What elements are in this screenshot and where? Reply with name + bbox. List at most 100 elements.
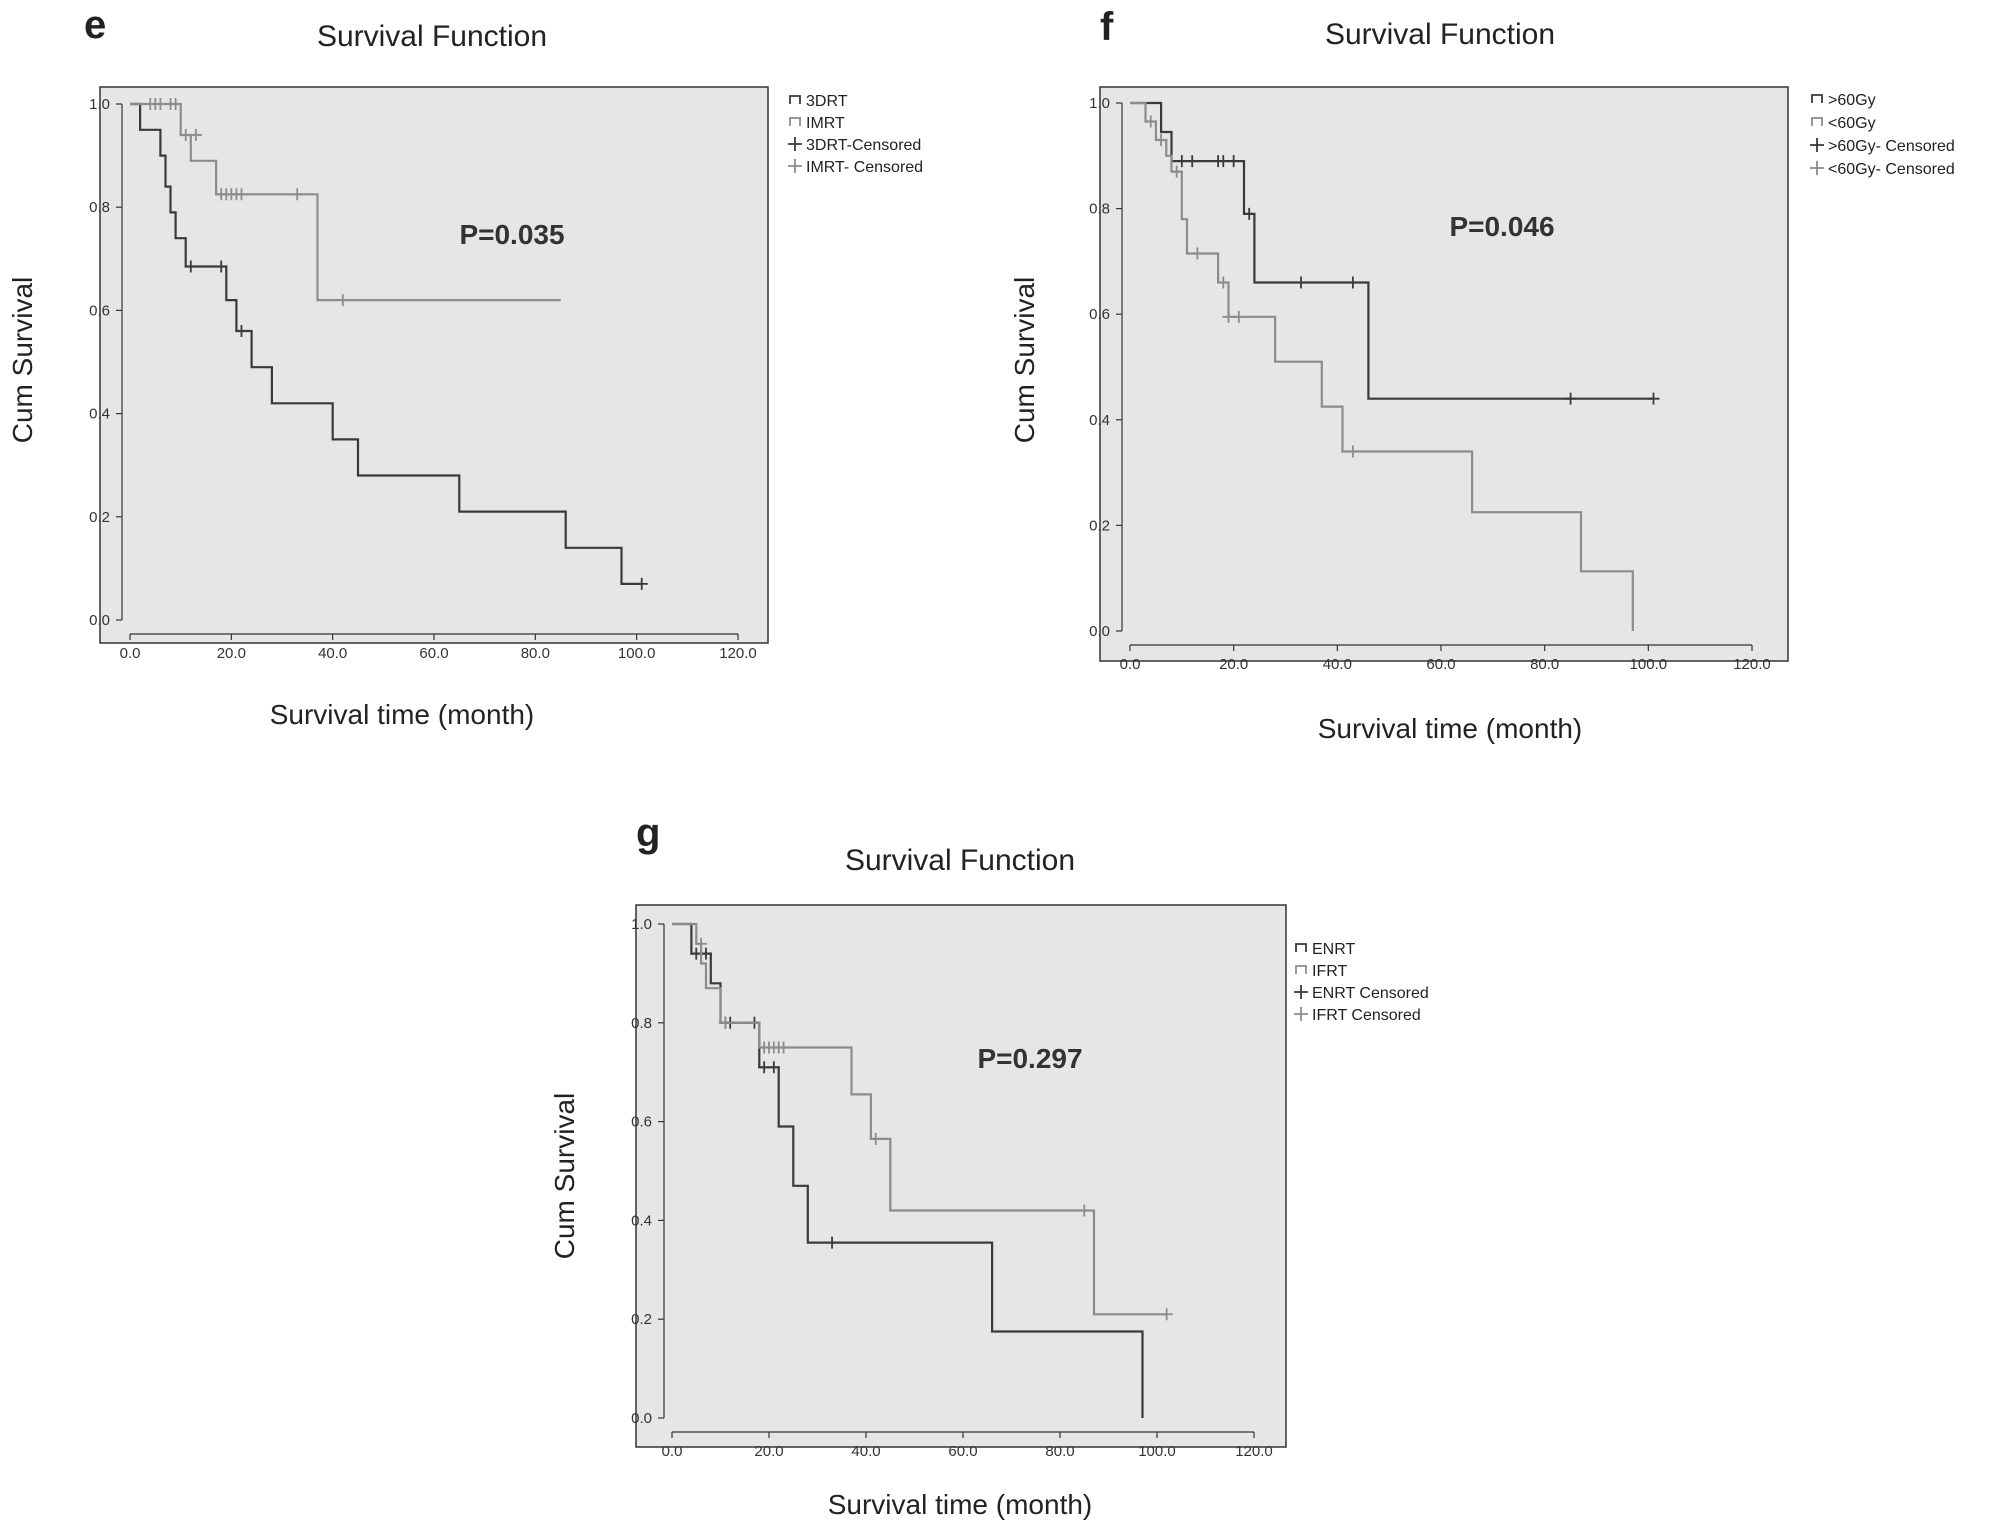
panel-f-plot-area <box>1099 86 1789 662</box>
censor-mark <box>1647 392 1660 405</box>
y-tick-label: 1.0 <box>631 916 652 933</box>
censor-mark <box>336 294 349 307</box>
censor-mark <box>1078 1204 1091 1217</box>
x-tick-label: 80.0 <box>521 645 550 662</box>
censor-mark <box>1295 276 1308 289</box>
legend-label: ENRT Censored <box>1312 985 1429 1002</box>
x-tick-label: 0.0 <box>120 645 141 662</box>
y-tick-label: 0.8 <box>1089 201 1110 218</box>
panel-f-legend: >60Gy <60Gy >60Gy- Censored <60Gy- Censored <box>1810 92 1955 178</box>
legend-line-swatch <box>1811 94 1823 103</box>
censor-mark <box>235 325 248 338</box>
x-tick-label: 100.0 <box>618 645 656 662</box>
y-tick-label: 0.8 <box>631 1015 652 1032</box>
panel-e-plot-area <box>99 86 769 644</box>
censor-mark <box>719 1016 732 1029</box>
panel-e-title: Survival Function <box>317 20 547 53</box>
censor-mark <box>1144 115 1157 128</box>
censor-mark <box>1175 155 1188 168</box>
legend-label: IMRT- Censored <box>806 159 923 176</box>
panel-e-y-axis-label: Cum Survival <box>7 277 38 443</box>
x-tick-label: 120.0 <box>1733 656 1771 673</box>
legend-line-swatch <box>1295 965 1307 974</box>
censor-mark <box>777 1041 790 1054</box>
panel-g-p-value: P=0.297 <box>977 1043 1082 1074</box>
panel-f-ticks: 0.0 0.2 0.4 0.6 0.8 1.0 0.0 20.0 40.0 60.0 80.0 100… <box>1089 95 1771 673</box>
x-tick-label: 80.0 <box>1045 1443 1074 1460</box>
legend-label: IFRT Censored <box>1312 1007 1421 1024</box>
censor-mark <box>215 260 228 273</box>
y-tick-label: 0.4 <box>1089 412 1110 429</box>
panel-f-series <box>1130 101 1660 631</box>
y-tick-label: 0.2 <box>1089 517 1110 534</box>
panel-f-p-value: P=0.046 <box>1449 211 1554 242</box>
y-tick-label: 0.8 <box>89 199 110 216</box>
x-tick-label: 60.0 <box>948 1443 977 1460</box>
censor-mark <box>1232 310 1245 323</box>
y-tick-label: 0.6 <box>631 1114 652 1131</box>
x-tick-label: 40.0 <box>851 1443 880 1460</box>
legend-label: >60Gy <box>1828 92 1876 109</box>
y-tick-label: 1.0 <box>1089 95 1110 112</box>
censor-mark <box>184 260 197 273</box>
y-tick-label: 0.2 <box>89 509 110 526</box>
censor-mark <box>1217 155 1230 168</box>
censor-mark <box>1346 445 1359 458</box>
km-curve-imrt <box>130 102 561 302</box>
y-tick-label: 0.6 <box>89 302 110 319</box>
x-tick-label: 120.0 <box>1235 1443 1273 1460</box>
legend-line-swatch <box>789 117 801 126</box>
censor-mark <box>1170 165 1183 178</box>
censor-mark <box>1160 1308 1173 1321</box>
censor-mark <box>235 188 248 201</box>
panel-f-y-axis-label: Cum Survival <box>1009 277 1040 443</box>
panel-f-title: Survival Function <box>1325 18 1555 51</box>
y-tick-label: 0.2 <box>631 1311 652 1328</box>
x-tick-label: 80.0 <box>1530 656 1559 673</box>
censor-mark <box>1217 276 1230 289</box>
panel-e: e Survival Function 0.00.20.40.60.81.00.… <box>7 3 923 730</box>
panel-e-legend: 3DRT IMRT 3DRT-Censored IMRT- Censored <box>788 93 923 176</box>
panel-g-title: Survival Function <box>845 844 1075 877</box>
censor-mark <box>179 128 192 141</box>
censor-mark <box>869 1132 882 1145</box>
x-tick-label: 0.0 <box>1120 656 1141 673</box>
y-tick-label: 0.4 <box>89 406 110 423</box>
censor-mark <box>1191 247 1204 260</box>
panel-g-plot-area <box>635 904 1287 1448</box>
panel-f-x-axis-label: Survival time (month) <box>1318 713 1583 744</box>
legend-censor-swatch <box>1810 161 1824 175</box>
legend-label: >60Gy- Censored <box>1828 138 1955 155</box>
x-tick-label: 60.0 <box>1426 656 1455 673</box>
legend-label: 3DRT-Censored <box>806 137 921 154</box>
y-tick-label: 0.0 <box>89 612 110 629</box>
x-tick-label: 20.0 <box>1219 656 1248 673</box>
censor-mark <box>695 937 708 950</box>
x-tick-label: 40.0 <box>1323 656 1352 673</box>
x-tick-label: 60.0 <box>419 645 448 662</box>
legend-line-swatch <box>1295 943 1307 952</box>
panel-g-ticks: 0.0 0.2 0.4 0.6 0.8 1.0 0.0 20.0 40.0 60.0 80.0 100… <box>631 916 1273 1460</box>
legend-label: ENRT <box>1312 941 1355 958</box>
panel-g-y-axis-label: Cum Survival <box>549 1093 580 1259</box>
censor-mark <box>1227 155 1240 168</box>
censor-mark <box>189 128 202 141</box>
km-curve-3drt <box>130 102 642 586</box>
censor-mark <box>154 98 167 110</box>
legend-censor-swatch <box>788 137 802 151</box>
y-tick-label: 0.6 <box>1089 306 1110 323</box>
panel-e-x-axis-label: Survival time (month) <box>270 699 535 730</box>
legend-label: IMRT <box>806 115 845 132</box>
km-curve-60gy <box>1130 101 1654 400</box>
legend-label: <60Gy <box>1828 115 1876 132</box>
panel-e-series <box>130 98 648 590</box>
panel-g-legend: ENRT IFRT ENRT Censored IFRT Censored <box>1294 941 1429 1024</box>
x-tick-label: 0.0 <box>662 1443 683 1460</box>
censor-mark <box>767 1061 780 1074</box>
x-tick-label: 120.0 <box>719 645 757 662</box>
legend-censor-swatch <box>1294 1007 1308 1021</box>
y-tick-label: 1.0 <box>89 96 110 113</box>
panel-g: g Survival Function 0.00.20.40.60.81.00.… <box>549 811 1429 1520</box>
censor-mark <box>291 188 304 201</box>
